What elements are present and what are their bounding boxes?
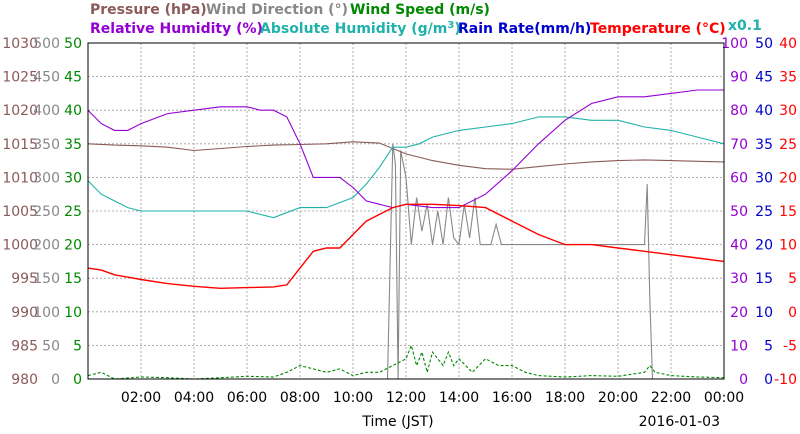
x-tick-label: 10:00: [333, 390, 373, 406]
tick-label-pressure: 1015: [2, 137, 38, 153]
tick-label-pressure: 1000: [2, 238, 38, 254]
tick-label-temperature: 30: [779, 103, 797, 119]
tick-label-temperature: 35: [779, 70, 797, 86]
tick-label-humidity: 20: [730, 305, 748, 321]
tick-label-temperature: 20: [779, 170, 797, 186]
tick-label-rain-rate: 10: [755, 305, 773, 321]
tick-label-wind-direction: 250: [33, 204, 60, 220]
right-axes: 1009080706050403020100504540353025201510…: [721, 36, 797, 388]
legend-absolute-humidity: Absolute Humidity (g/m3): [260, 20, 461, 38]
x-tick-label: 18:00: [545, 390, 585, 406]
x-tick-label: 08:00: [280, 390, 320, 406]
tick-label-wind-speed: 40: [64, 103, 82, 119]
tick-label-wind-speed: 35: [64, 137, 82, 153]
tick-label-wind-speed: 45: [64, 70, 82, 86]
tick-label-wind-direction: 400: [33, 103, 60, 119]
legend-wind-direction: Wind Direction (°): [206, 2, 348, 18]
tick-label-temperature: 40: [779, 36, 797, 52]
tick-label-humidity: 0: [739, 372, 748, 388]
tick-label-pressure: 1010: [2, 170, 38, 186]
tick-label-humidity: 90: [730, 70, 748, 86]
series-temperature-line: [87, 203, 725, 290]
tick-label-wind-direction: 100: [33, 305, 60, 321]
tick-label-wind-speed: 0: [73, 372, 82, 388]
series-wind-speed-line: [87, 343, 725, 380]
tick-label-pressure: 980: [11, 372, 38, 388]
x-tick-label: 12:00: [386, 390, 426, 406]
series-humidity-line: [87, 116, 725, 219]
tick-label-pressure: 995: [11, 271, 38, 287]
tick-label-pressure: 990: [11, 305, 38, 321]
tick-label-temperature: 25: [779, 137, 797, 153]
tick-label-rain-rate: 25: [755, 204, 773, 220]
legend-pressure: Pressure (hPa): [90, 2, 207, 18]
series-wind-direction-line: [88, 143, 661, 380]
legend-relative-humidity: Relative Humidity (%): [90, 21, 263, 37]
x-axis-label: Time (JST): [361, 414, 433, 430]
x-axis-ticks: 02:00 04:00 06:00 08:00 10:00 12:00 14:00 16:00…: [121, 390, 744, 406]
tick-label-pressure: 1030: [2, 36, 38, 52]
legend-wind-speed: Wind Speed (m/s): [350, 2, 490, 18]
x-tick-label: 16:00: [492, 390, 532, 406]
tick-label-temperature: 10: [779, 238, 797, 254]
tick-label-temperature: -5: [783, 338, 797, 354]
tick-label-rain-rate: 45: [755, 70, 773, 86]
tick-label-pressure: 1005: [2, 204, 38, 220]
tick-label-humidity: 50: [730, 204, 748, 220]
x-tick-label: 06:00: [227, 390, 267, 406]
tick-label-wind-direction: 150: [33, 271, 60, 287]
x-tick-label: 14:00: [439, 390, 479, 406]
tick-label-rain-rate: 40: [755, 103, 773, 119]
legend-rain-rate: Rain Rate(mm/h): [458, 21, 591, 37]
tick-label-humidity: 70: [730, 137, 748, 153]
tick-label-wind-direction: 500: [33, 36, 60, 52]
tick-label-wind-direction: 450: [33, 70, 60, 86]
x-tick-label: 02:00: [121, 390, 161, 406]
tick-label-wind-direction: 50: [42, 338, 60, 354]
series-humidity-line: [87, 89, 724, 209]
tick-label-wind-speed: 10: [64, 305, 82, 321]
tick-label-rain-rate: 5: [764, 338, 773, 354]
tick-label-rain-rate: 30: [755, 170, 773, 186]
left-axes: 1030102510201015101010051000995990985980…: [2, 36, 82, 388]
tick-label-wind-speed: 5: [73, 338, 82, 354]
plot-frame: [87, 42, 725, 380]
x-tick-label: 20:00: [598, 390, 638, 406]
x-tick-label: 00:00: [704, 390, 744, 406]
tick-label-pressure: 1025: [2, 70, 38, 86]
tick-label-humidity: 80: [730, 103, 748, 119]
tick-label-rain-rate: 35: [755, 137, 773, 153]
x-tick-label: 22:00: [651, 390, 691, 406]
tick-label-wind-speed: 15: [64, 271, 82, 287]
tick-label-wind-speed: 50: [64, 36, 82, 52]
tick-label-wind-direction: 0: [51, 372, 60, 388]
legend-scale-note: x0.1: [728, 18, 762, 34]
tick-label-wind-direction: 300: [33, 170, 60, 186]
tick-label-pressure: 985: [11, 338, 38, 354]
tick-label-wind-speed: 20: [64, 238, 82, 254]
tick-label-temperature: -10: [774, 372, 797, 388]
tick-label-temperature: 5: [788, 271, 797, 287]
tick-label-wind-direction: 200: [33, 238, 60, 254]
tick-label-humidity: 30: [730, 271, 748, 287]
tick-label-rain-rate: 20: [755, 238, 773, 254]
tick-label-wind-speed: 25: [64, 204, 82, 220]
tick-label-humidity: 10: [730, 338, 748, 354]
tick-label-wind-speed: 30: [64, 170, 82, 186]
tick-label-rain-rate: 0: [764, 372, 773, 388]
tick-label-rain-rate: 50: [755, 36, 773, 52]
tick-label-temperature: 0: [788, 305, 797, 321]
tick-label-humidity: 40: [730, 238, 748, 254]
tick-label-rain-rate: 15: [755, 271, 773, 287]
tick-label-humidity: 60: [730, 170, 748, 186]
tick-label-pressure: 1020: [2, 103, 38, 119]
tick-label-temperature: 15: [779, 204, 797, 220]
legend-temperature: Temperature (°C): [590, 21, 726, 37]
series-pressure-line: [87, 141, 725, 170]
tick-label-humidity: 100: [721, 36, 748, 52]
date-label: 2016-01-03: [639, 414, 720, 430]
tick-label-wind-direction: 350: [33, 137, 60, 153]
x-tick-label: 04:00: [174, 390, 214, 406]
